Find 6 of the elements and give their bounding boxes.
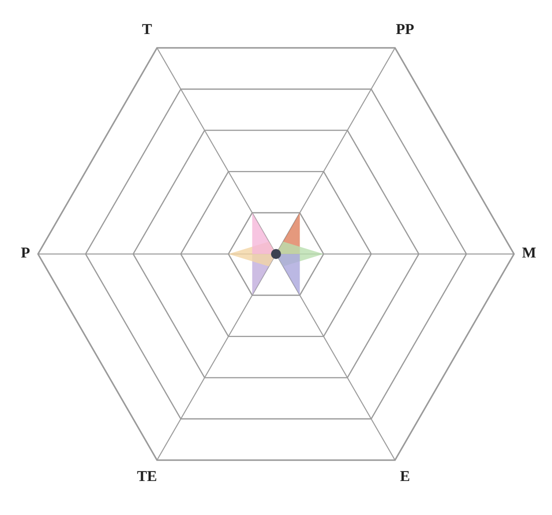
spoke-label: T	[142, 22, 152, 38]
spoke-label: P	[20, 245, 30, 262]
spoke-label: PP	[396, 22, 414, 38]
spoke-label: E	[400, 468, 410, 485]
spoke-label: M	[522, 245, 536, 262]
spoke-label: TE	[136, 468, 158, 485]
